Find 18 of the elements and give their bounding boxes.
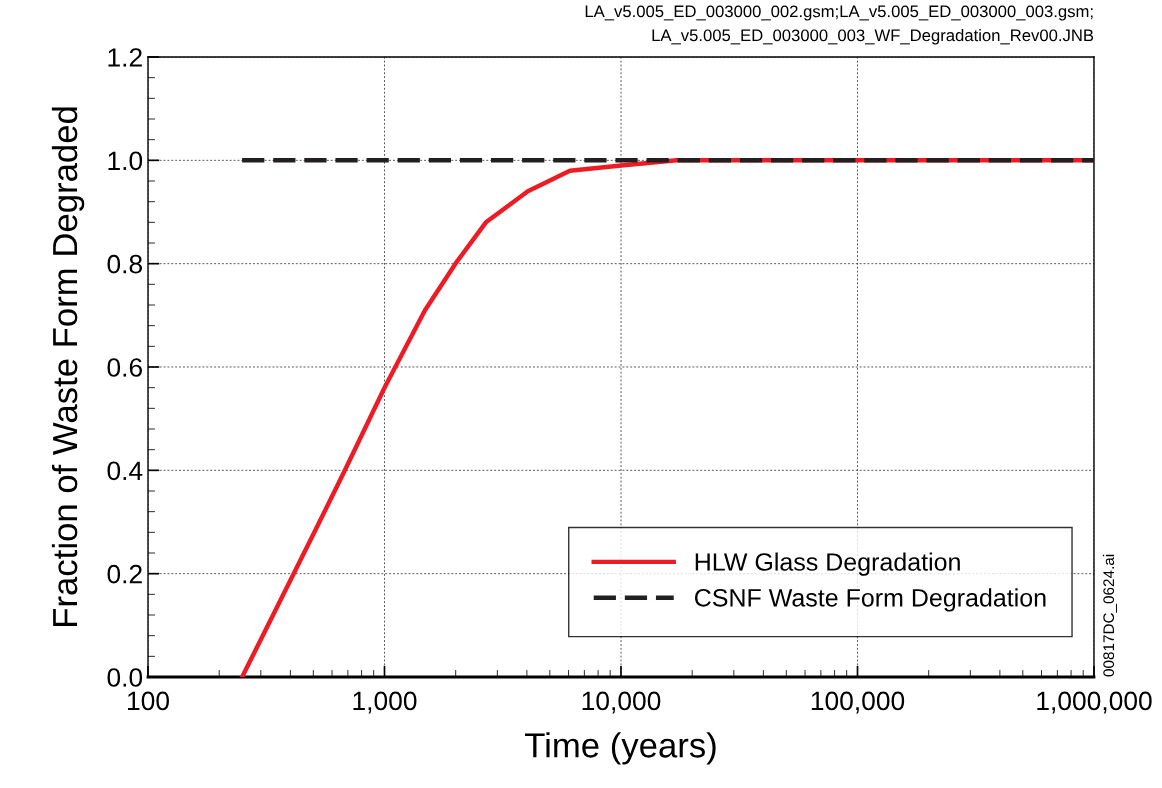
x-tick-label: 1,000 bbox=[353, 691, 417, 714]
x-tick-label: 10,000 bbox=[582, 691, 661, 714]
y-tick-label: 0.0 bbox=[107, 668, 143, 687]
x-axis-title: Time (years) bbox=[525, 732, 716, 765]
y-tick-label: 1.2 bbox=[108, 48, 142, 67]
x-tick-label: 1,000,000 bbox=[1037, 691, 1152, 714]
legend-label: HLW Glass Degradation bbox=[695, 552, 960, 576]
y-tick-label: 0.2 bbox=[107, 564, 142, 584]
text: 00817DC_0624.ai bbox=[1102, 554, 1117, 677]
y-tick-label: 1.0 bbox=[108, 151, 143, 171]
text: LA_v5.005_ED_003000_002.gsm;LA_v5.005_ED_003000_003.gsm; LA_v5.005_ED_003000_003_WF_Degradation_Rev00.JNB bbox=[585, 5, 1094, 45]
x-tick-label: 100 bbox=[128, 691, 169, 711]
y-axis-title: Fraction of Waste Form Degraded bbox=[51, 107, 85, 626]
y-tick-label: 0.8 bbox=[107, 254, 142, 274]
legend-label: CSNF Waste Form Degradation bbox=[694, 588, 1046, 612]
y-tick-label: 0.4 bbox=[107, 461, 143, 481]
y-tick-label: 0.6 bbox=[107, 358, 142, 377]
x-tick-label: 100,000 bbox=[811, 691, 905, 714]
